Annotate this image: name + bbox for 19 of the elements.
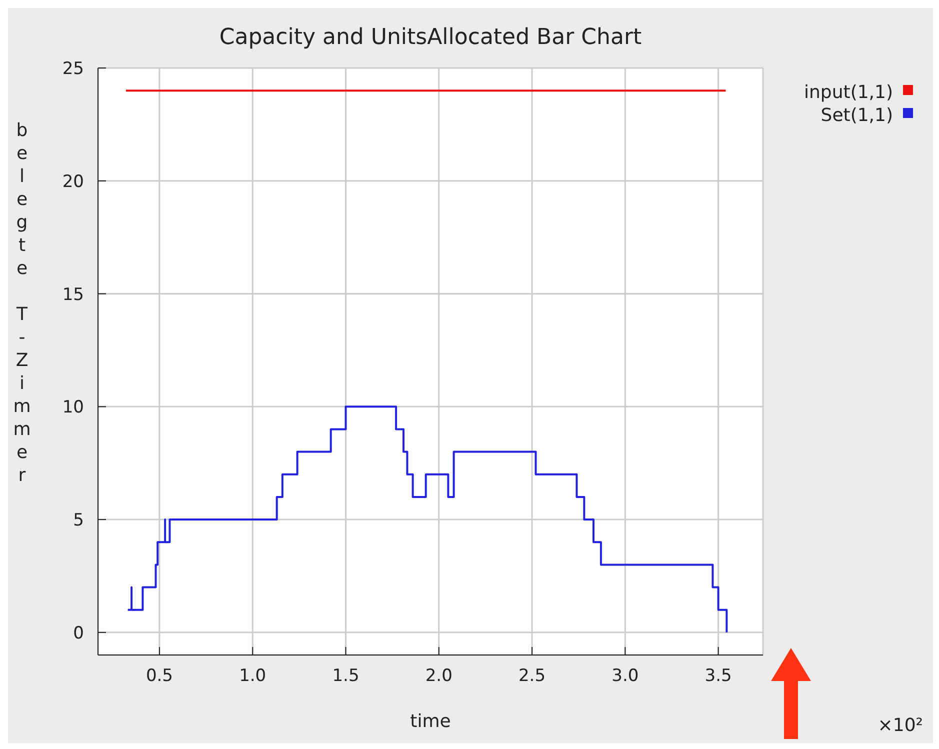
text: belegte T-Zimmer — [13, 120, 31, 486]
chart-title: Capacity and UnitsAllocated Bar Chart — [219, 25, 642, 50]
x-tick-label: 1.0 — [239, 666, 266, 686]
y-tick-label: 5 — [73, 510, 84, 531]
x-tick-label: 2.0 — [425, 666, 452, 686]
y-tick-label: 20 — [62, 172, 84, 192]
x-tick-label: 0.5 — [146, 666, 173, 686]
x-tick-label: 3.5 — [704, 666, 732, 686]
y-tick-label: 25 — [62, 59, 84, 80]
x-axis-title: time — [410, 711, 451, 732]
x-tick-label: 1.5 — [332, 666, 360, 686]
y-tick-label: 10 — [62, 398, 84, 418]
legend-label: input(1,1) — [804, 82, 893, 103]
y-tick-label: 15 — [62, 284, 84, 305]
x-tick-label: 3.0 — [612, 666, 639, 686]
legend-label: Set(1,1) — [820, 105, 893, 126]
text: ×10² — [878, 715, 923, 736]
x-tick-label: 2.5 — [518, 666, 546, 686]
y-tick-label: 0 — [73, 623, 84, 644]
